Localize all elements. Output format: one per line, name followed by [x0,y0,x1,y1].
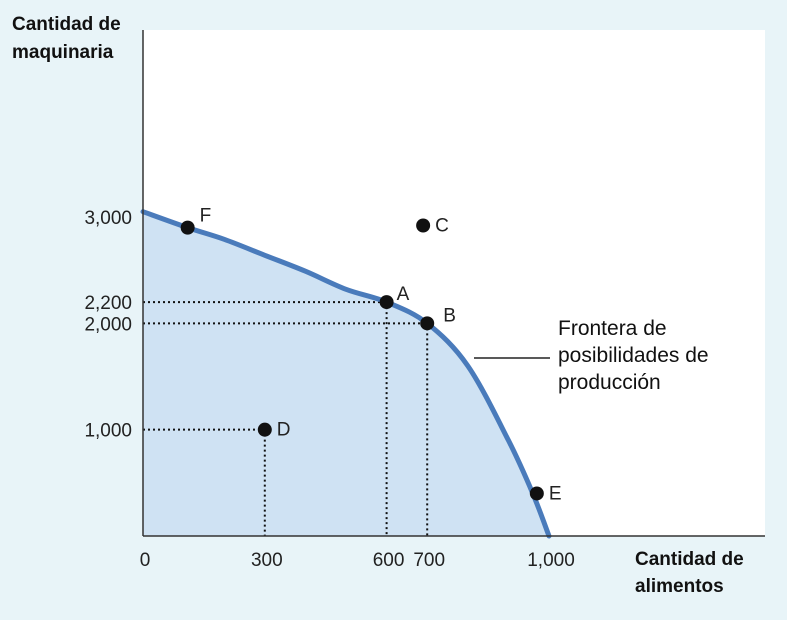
dotted-guides [143,301,429,536]
data-points: F A B C D E [180,206,562,504]
x-tick-label: 300 [251,550,283,571]
point-label-e: E [549,483,562,504]
point-label-b: B [443,305,456,326]
x-axis-title: Cantidad de alimentos [635,549,749,597]
feasible-region-fill [143,211,549,536]
point-b [420,316,435,331]
y-tick-label: 1,000 [84,421,132,442]
y-axis-title: Cantidad de maquinaria [12,14,126,63]
point-label-a: A [397,284,410,305]
point-c [416,218,431,233]
point-label-d: D [277,420,291,441]
x-tick-label: 1,000 [527,550,575,571]
frontier-curve [140,209,552,539]
y-tick-label: 3,000 [84,208,132,229]
point-label-c: C [435,216,449,237]
y-tick-label: 2,200 [84,293,132,314]
point-f [180,220,195,235]
point-a [379,295,394,310]
frontier-annotation: Frontera de posibilidades de producción [558,317,714,394]
point-e [529,486,544,501]
y-axis-title-line-1: Cantidad de [12,14,121,35]
x-axis-title-line-2: alimentos [635,576,724,597]
annotation-line-2: posibilidades de [558,344,709,367]
annotation-line-1: Frontera de [558,317,667,340]
x-axis-title-line-1: Cantidad de [635,549,744,570]
y-tick-label: 2,000 [84,314,132,335]
point-label-f: F [200,206,212,227]
annotation-line-3: producción [558,371,661,394]
x-tick-label: 700 [413,550,445,571]
point-d [257,422,272,437]
x-tick-label: 600 [373,550,405,571]
x-tick-label: 0 [140,550,151,571]
y-axis-title-line-2: maquinaria [12,42,114,63]
